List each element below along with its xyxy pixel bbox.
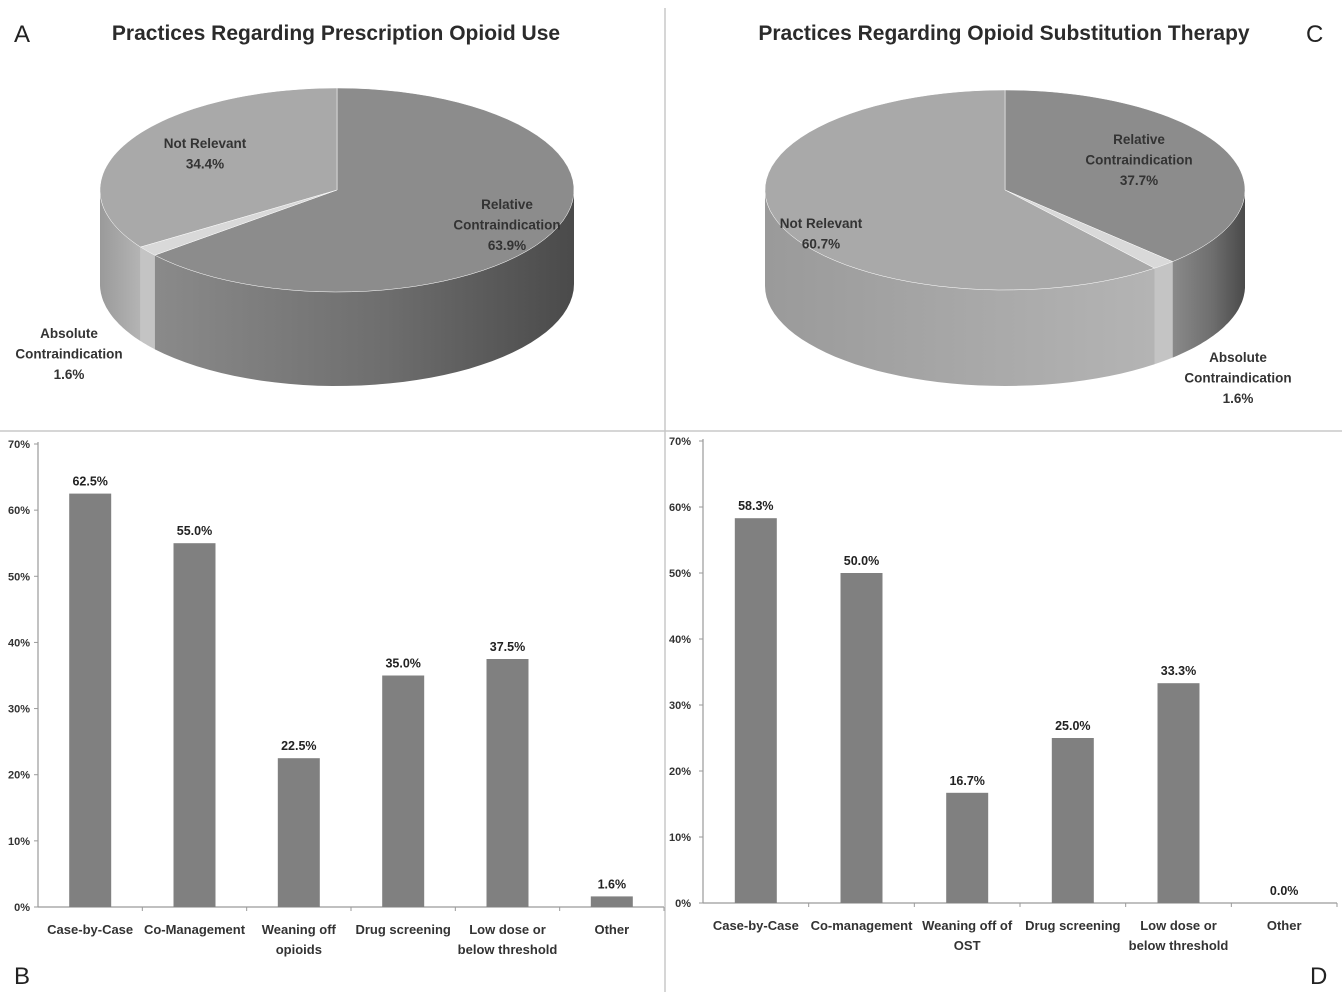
- y-tick-label: 40%: [669, 634, 691, 646]
- pie-label-0: Relative Contraindication 37.7%: [1085, 132, 1192, 188]
- bar: [1051, 738, 1094, 903]
- y-tick-label: 20%: [669, 766, 691, 778]
- y-tick-label: 70%: [8, 439, 30, 451]
- x-category-label: Co-management: [811, 918, 914, 933]
- bar-value-label: 1.6%: [598, 877, 627, 891]
- panel-letter-a: A: [14, 21, 30, 48]
- x-category-label: Co-Management: [144, 922, 246, 937]
- x-category-label: Low dose or below threshold: [1129, 918, 1229, 953]
- bar-value-label: 0.0%: [1270, 884, 1299, 898]
- pie-side-2: [100, 190, 141, 341]
- bar-value-label: 33.3%: [1161, 664, 1196, 678]
- y-tick-label: 50%: [8, 571, 30, 583]
- panel-letter-c: C: [1306, 21, 1323, 48]
- x-category-label: Case-by-Case: [47, 922, 133, 937]
- bar-value-label: 16.7%: [949, 774, 984, 788]
- pie-slice-2: [764, 89, 1156, 291]
- x-category-label: Case-by-Case: [713, 918, 799, 933]
- pie-slice-2: [99, 87, 338, 248]
- y-tick-label: 40%: [8, 637, 30, 649]
- pie-side-1: [140, 247, 155, 350]
- bar: [1157, 683, 1200, 903]
- bar-value-label: 50.0%: [844, 554, 879, 568]
- y-tick-label: 70%: [669, 436, 691, 448]
- bar-chart-opioid-substitution-practices: 0% 10% 20% 30% 40% 50% 60% 70% 58.3% Case-by-Case…: [669, 436, 1338, 953]
- pie-side-2: [765, 190, 1155, 386]
- pie-label-0: Relative Contraindication 63.9%: [453, 197, 560, 253]
- chart-title: Practices Regarding Opioid Substitution …: [758, 22, 1250, 45]
- pie-side-0: [1172, 190, 1245, 358]
- pie-chart-prescription-opioid: Practices Regarding Prescription Opioid …: [15, 22, 575, 386]
- bar: [69, 493, 112, 907]
- pie-slice-0: [154, 87, 575, 293]
- bar: [277, 758, 320, 907]
- y-tick-label: 30%: [8, 704, 30, 716]
- chart-title: Practices Regarding Prescription Opioid …: [112, 22, 560, 45]
- pie-side-1: [1154, 261, 1173, 365]
- bar-value-label: 62.5%: [72, 475, 107, 489]
- bar: [173, 543, 216, 907]
- pie-label-1: Absolute Contraindication 1.6%: [15, 326, 122, 382]
- bar-value-label: 25.0%: [1055, 719, 1090, 733]
- bar-value-label: 58.3%: [738, 499, 773, 513]
- pie-label-1: Absolute Contraindication 1.6%: [1184, 350, 1291, 406]
- bar-value-label: 35.0%: [385, 657, 420, 671]
- bar: [840, 573, 883, 903]
- bar-value-label: 55.0%: [177, 524, 212, 538]
- pie-slice-1: [139, 189, 338, 256]
- bar: [486, 659, 529, 907]
- x-category-label: Weaning off opioids: [262, 922, 337, 957]
- bar-value-label: 37.5%: [490, 640, 525, 654]
- pie-chart-opioid-substitution: Practices Regarding Opioid Substitution …: [758, 22, 1291, 406]
- x-category-label: Drug screening: [355, 922, 450, 937]
- x-category-label: Weaning off of OST: [922, 918, 1013, 953]
- bar: [382, 675, 425, 907]
- x-category-label: Drug screening: [1025, 918, 1120, 933]
- y-tick-label: 10%: [669, 832, 691, 844]
- panel-letter-b: B: [14, 963, 30, 990]
- y-tick-label: 10%: [8, 836, 30, 848]
- y-tick-label: 30%: [669, 700, 691, 712]
- pie-label-2: Not Relevant 34.4%: [164, 136, 247, 172]
- pie-label-2: Not Relevant 60.7%: [780, 216, 863, 252]
- x-category-label: Low dose or below threshold: [458, 922, 558, 957]
- bar-value-label: 22.5%: [281, 739, 316, 753]
- panel-letter-d: D: [1310, 963, 1327, 990]
- pie-slice-1: [1004, 189, 1174, 269]
- y-tick-label: 60%: [8, 505, 30, 517]
- y-tick-label: 60%: [669, 502, 691, 514]
- y-tick-label: 0%: [14, 902, 30, 914]
- x-category-label: Other: [1267, 918, 1302, 933]
- y-tick-label: 50%: [669, 568, 691, 580]
- bar: [734, 518, 777, 903]
- pie-slice-0: [1004, 89, 1246, 262]
- x-category-label: Other: [594, 922, 629, 937]
- bar: [946, 792, 989, 903]
- bar-chart-prescription-opioid-practices: 0% 10% 20% 30% 40% 50% 60% 70% 62.5% Case-by-Case…: [8, 439, 665, 957]
- pie-side-0: [154, 190, 574, 386]
- y-tick-label: 0%: [675, 898, 691, 910]
- y-tick-label: 20%: [8, 770, 30, 782]
- bar: [590, 896, 633, 907]
